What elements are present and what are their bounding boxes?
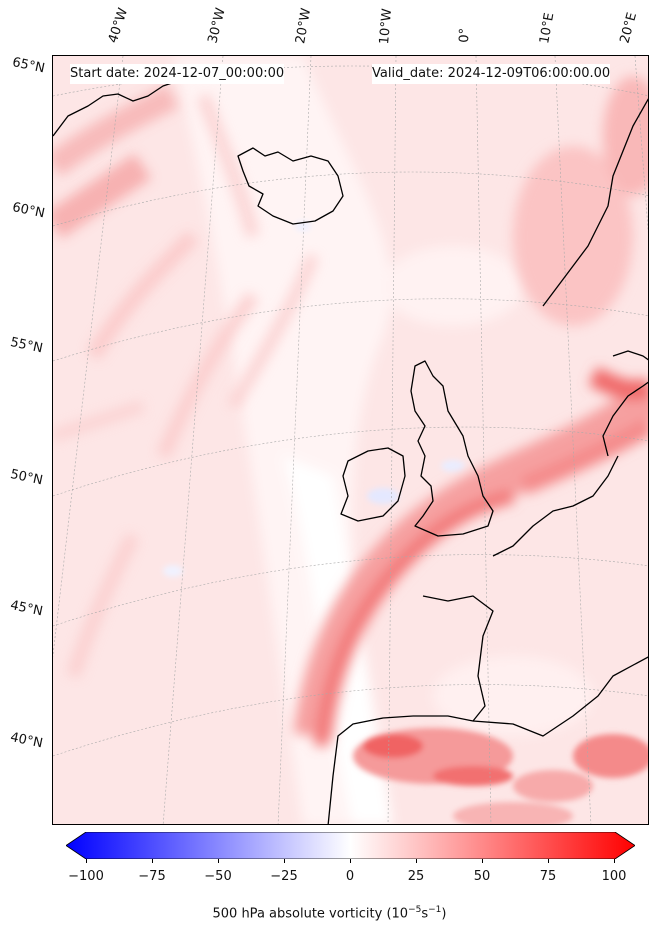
cb-label-exp2: −1 (428, 905, 442, 915)
map-panel (52, 55, 649, 825)
cb-tickmark (152, 859, 153, 863)
cb-tickmark (86, 859, 87, 863)
coast-france (413, 595, 494, 722)
cb-tick-label: 75 (539, 869, 557, 884)
lon-label-20e: 20°E (617, 10, 641, 46)
cb-tickmark (284, 859, 285, 863)
coastlines (53, 80, 648, 824)
lon-label-20w: 20°W (293, 7, 315, 46)
coast-norway (542, 98, 648, 307)
cb-tick-label: 0 (345, 869, 355, 884)
vorticity-map (53, 56, 648, 824)
cb-tickmark (350, 859, 351, 863)
frontal-vorticity-band (293, 367, 648, 747)
colorbar-gradient (66, 832, 635, 859)
lon-label-0: 0° (457, 27, 473, 43)
atlantic-streaks (53, 84, 319, 679)
coast-denmark (602, 381, 648, 457)
cb-tick-label: −25 (270, 869, 298, 884)
cb-tickmark (482, 859, 483, 863)
coast-iberia-west (327, 715, 414, 824)
lat-label-45n: 45°N (8, 598, 45, 620)
coast-sweden-south (612, 350, 648, 361)
coast-ireland (340, 447, 406, 522)
cb-tickmark (614, 859, 615, 863)
valid-date-label: Valid_date: 2024-12-09T06:00:00.00 (372, 64, 611, 84)
coast-greenland (53, 80, 179, 137)
lat-label-65n: 65°N (10, 55, 47, 77)
cb-tick-label: −100 (68, 869, 104, 884)
colorbar-label: 500 hPa absolute vorticity (10−5s−1) (0, 905, 659, 921)
cb-tick-label: 100 (601, 869, 627, 884)
lat-label-40n: 40°N (8, 730, 45, 752)
cb-label-end: ) (441, 906, 447, 922)
start-date-label: Start date: 2024-12-07_00:00:00 (70, 64, 285, 84)
cb-tickmark (416, 859, 417, 863)
lon-label-10w: 10°W (377, 7, 396, 45)
cb-label-exp1: −5 (408, 905, 422, 915)
cb-tick-label: −75 (138, 869, 166, 884)
cb-tickmark (548, 859, 549, 863)
cb-label-mid: s (421, 906, 429, 922)
coast-spain-east (472, 656, 648, 737)
lat-label-50n: 50°N (8, 467, 45, 489)
colorbar (66, 832, 635, 859)
coast-benelux (492, 455, 619, 557)
cb-tick-label: 25 (407, 869, 425, 884)
coast-great-britain (410, 360, 494, 537)
scandinavia-vorticity (513, 76, 648, 326)
cb-tickmark (218, 859, 219, 863)
cb-tick-label: −50 (204, 869, 232, 884)
lat-label-60n: 60°N (10, 200, 47, 222)
lon-label-10e: 10°E (537, 11, 558, 45)
lon-label-40w: 40°W (105, 6, 132, 45)
coast-iceland (237, 147, 344, 225)
lat-label-55n: 55°N (8, 335, 45, 357)
cb-tick-label: 50 (473, 869, 491, 884)
cb-label-main: 500 hPa absolute vorticity (10 (212, 906, 409, 922)
iberia-vorticity (353, 728, 648, 824)
lon-label-30w: 30°W (205, 6, 229, 46)
